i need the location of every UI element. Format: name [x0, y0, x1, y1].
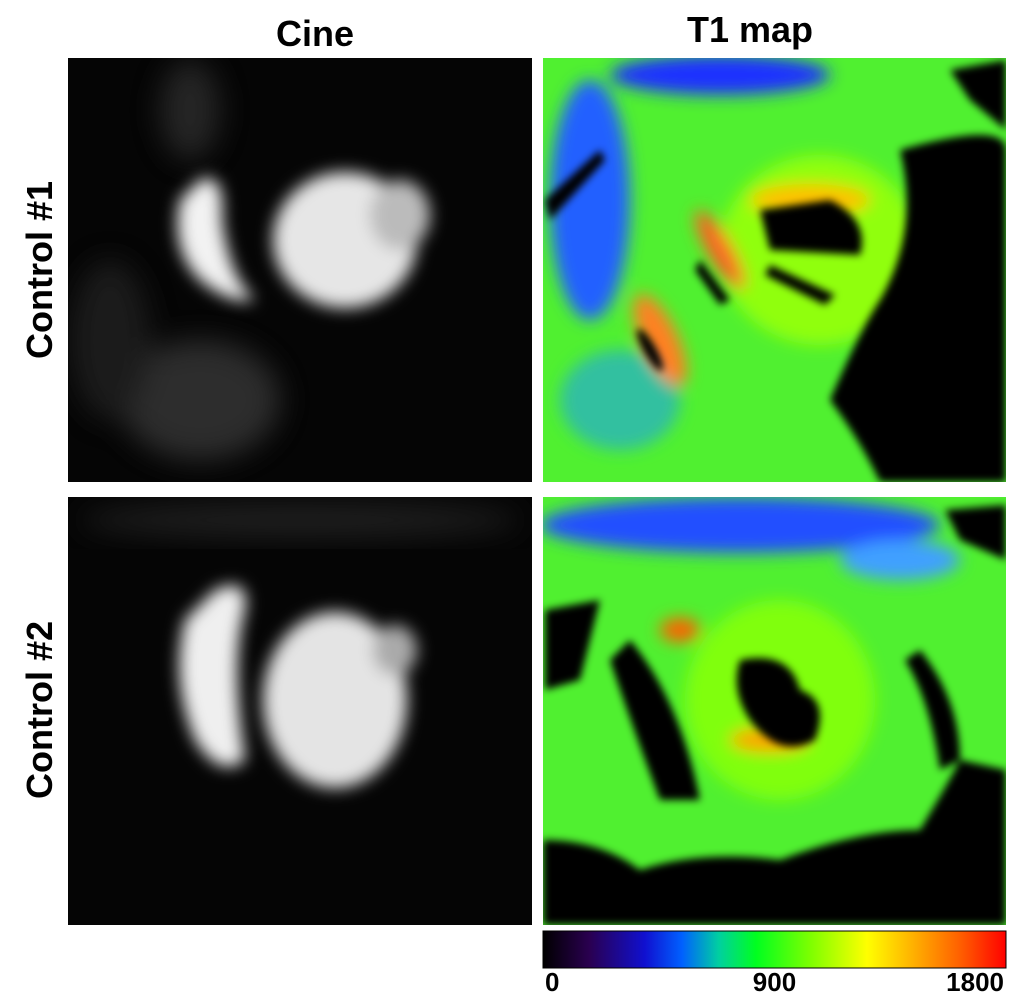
t1-map-image	[543, 58, 1006, 482]
cine-image	[68, 58, 532, 482]
colorbar-tick-label: 0	[545, 967, 559, 997]
column-header: T1 map	[687, 9, 813, 50]
t1-map-image	[543, 497, 1006, 925]
colorbar	[542, 930, 1007, 969]
colorbar-tick-label: 900	[753, 967, 796, 997]
colorbar-tick-label: 1800	[946, 967, 1004, 997]
cine-image	[68, 497, 532, 925]
row-label: Control #1	[19, 181, 60, 359]
colorbar-ticks: 0 900 1800	[545, 967, 1004, 997]
column-header: Cine	[276, 13, 354, 54]
row-label: Control #2	[19, 621, 60, 799]
